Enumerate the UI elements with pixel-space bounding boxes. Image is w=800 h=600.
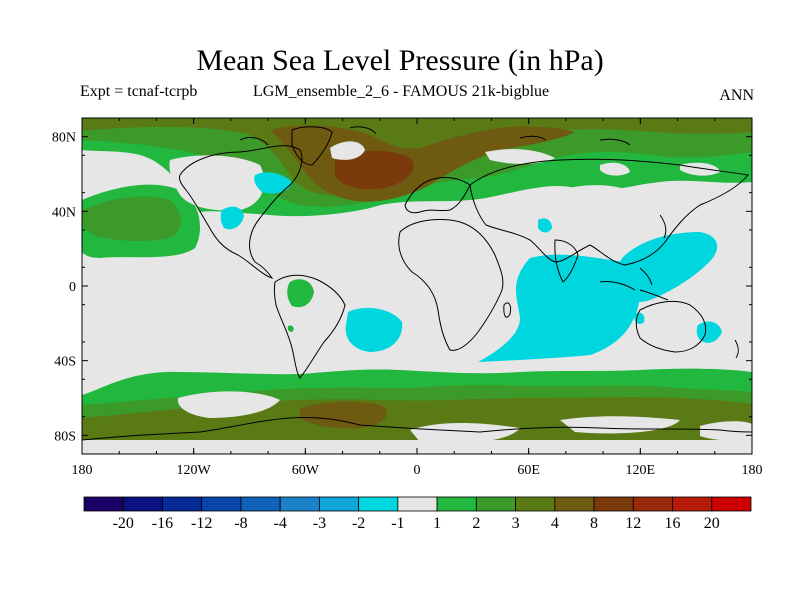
field-satlantic-cyan	[345, 307, 403, 352]
x-tick-label: 120W	[177, 463, 212, 478]
field-namerica-cyan-1	[254, 172, 292, 194]
coast-africa	[398, 219, 504, 351]
field-npacific-dkgreen	[82, 196, 181, 242]
coast-nz	[734, 339, 739, 359]
coast-greenland	[291, 126, 333, 166]
field-north-gray-5	[680, 162, 720, 176]
field-samerica-green	[287, 279, 314, 308]
colorbar-swatch	[240, 496, 281, 512]
colorbar-label: 2	[472, 515, 480, 532]
colorbar: -20 -16 -12 -8 -4 -3 -2 -1 1 2 3 4 8 12 16 20	[83, 496, 752, 532]
colorbar-label: -4	[274, 515, 287, 532]
colorbar-label: -8	[234, 515, 247, 532]
colorbar-swatch	[122, 496, 163, 512]
coast-arctic-islands	[239, 126, 631, 146]
x-tick-label: 60E	[517, 463, 540, 478]
pressure-field	[82, 118, 752, 454]
colorbar-swatch	[672, 496, 713, 512]
coast-india	[554, 239, 579, 283]
experiment-label: Expt = tcnaf-tcrpb	[80, 83, 198, 100]
colorbar-label: -2	[352, 515, 365, 532]
colorbar-swatch	[632, 496, 673, 512]
coast-antarctica	[82, 417, 752, 441]
coastlines	[82, 126, 752, 441]
colorbar-label: -20	[113, 515, 134, 532]
coast-indonesia	[599, 267, 669, 301]
field-wpacific-cyan	[618, 232, 718, 302]
coast-europe	[404, 177, 471, 214]
x-tick-label: 180	[742, 463, 763, 478]
colorbar-swatch	[279, 496, 320, 512]
field-north-gray-4	[600, 162, 630, 176]
colorbar-label: -16	[152, 515, 173, 532]
field-north-gray-2	[169, 155, 265, 211]
colorbar-swatch	[358, 496, 399, 512]
coast-south-america	[273, 274, 346, 379]
field-north-rust	[335, 150, 414, 190]
x-axis: 180 120W 60W 0 60E 120E 180	[72, 118, 763, 478]
colorbar-swatch	[475, 496, 516, 512]
y-tick-label: 40S	[54, 355, 76, 370]
field-south-gray-3	[410, 423, 520, 444]
y-tick-label: 80N	[52, 131, 76, 146]
field-asia-gray	[560, 185, 644, 231]
colorbar-swatch	[554, 496, 595, 512]
colorbar-label: -3	[313, 515, 326, 532]
colorbar-label: 12	[625, 515, 641, 532]
colorbar-swatch	[162, 496, 203, 512]
colorbar-label: 16	[665, 515, 681, 532]
colorbar-swatch	[711, 496, 752, 512]
y-tick-label: 0	[69, 280, 76, 295]
colorbar-label: 8	[590, 515, 598, 532]
x-tick-label: 0	[414, 463, 421, 478]
coast-asia	[469, 158, 749, 266]
colorbar-swatch	[83, 496, 124, 512]
y-tick-label: 40N	[52, 205, 76, 220]
colorbar-label: -12	[191, 515, 212, 532]
coast-australia	[635, 300, 707, 353]
field-south-brown	[300, 401, 388, 429]
x-tick-label: 120E	[626, 463, 656, 478]
colorbar-label: -1	[391, 515, 404, 532]
x-tick-label: 180	[72, 463, 93, 478]
colorbar-label: 20	[704, 515, 720, 532]
field-south-gray-2	[177, 391, 280, 418]
field-south-gray-1	[82, 440, 752, 454]
coast-madagascar	[503, 302, 511, 318]
field-namerica-cyan-2	[220, 206, 244, 230]
coast-japan	[659, 214, 667, 239]
colorbar-label: 3	[512, 515, 520, 532]
ensemble-label: LGM_ensemble_2_6 - FAMOUS 21k-bigblue	[253, 83, 550, 100]
field-aus-cyan	[696, 321, 722, 343]
field-north-gray-3	[485, 149, 555, 164]
field-north-gray-1	[330, 141, 365, 160]
field-samerica-green-2	[287, 325, 294, 332]
field-indian-cyan	[478, 254, 640, 362]
x-tick-label: 60W	[292, 463, 320, 478]
colorbar-swatch	[436, 496, 477, 512]
y-axis: 80N 40N 0 40S 80S	[52, 117, 752, 455]
y-tick-label: 80S	[54, 429, 76, 444]
colorbar-swatch	[515, 496, 556, 512]
colorbar-label: 1	[433, 515, 441, 532]
field-atlantic-cyan	[538, 218, 552, 233]
season-label: ANN	[719, 87, 754, 104]
colorbar-swatch	[593, 496, 634, 512]
colorbar-swatch	[397, 496, 438, 512]
coast-north-america	[179, 145, 303, 279]
chart-title: Mean Sea Level Pressure (in hPa)	[196, 44, 604, 77]
colorbar-label: 4	[551, 515, 559, 532]
colorbar-swatch	[319, 496, 360, 512]
colorbar-swatch	[201, 496, 242, 512]
